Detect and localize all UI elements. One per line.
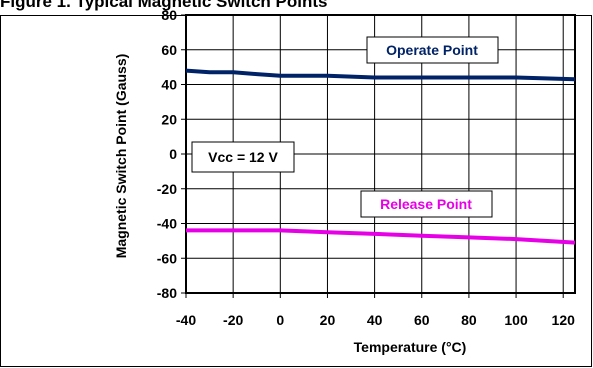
x-tick-label: 0 — [276, 312, 284, 328]
series-line-release-point — [186, 228, 576, 245]
y-tick-label: -40 — [157, 216, 177, 232]
operate-point-label-box — [366, 36, 499, 64]
x-tick-label: 100 — [504, 312, 528, 328]
x-tick-label: 120 — [552, 312, 576, 328]
x-tick-labels: -40 -20 0 20 40 60 80 100 120 — [176, 312, 575, 328]
x-tick-label: 40 — [367, 312, 383, 328]
x-tick-label: 60 — [414, 312, 430, 328]
vcc-annotation: Vcc = 12 V — [208, 149, 278, 165]
series-line-operate-point — [185, 68, 576, 82]
vcc-annotation-box — [191, 141, 295, 173]
x-tick-label: 80 — [461, 312, 477, 328]
x-axis-title: Temperature (°C) — [354, 339, 467, 355]
operate-point-label: Operate Point — [386, 42, 478, 58]
y-tick-labels: 80 60 40 20 0 -20 -40 -60 -80 — [157, 7, 177, 301]
y-axis-title: Magnetic Switch Point (Gauss) — [113, 54, 129, 259]
page-title: Figure 1. Typical Magnetic Switch Points — [0, 0, 328, 11]
release-point-label: Release Point — [380, 196, 472, 212]
x-tick-label: -20 — [223, 312, 243, 328]
y-tick-label: 60 — [161, 42, 177, 58]
y-tick-label: -20 — [157, 181, 177, 197]
x-tick-label: -40 — [176, 312, 196, 328]
y-tick-label: 20 — [161, 111, 177, 127]
y-tick-label: 40 — [161, 77, 177, 93]
y-tick-label: 80 — [161, 7, 177, 23]
y-tick-label: -80 — [157, 285, 177, 301]
y-tick-label: -60 — [157, 250, 177, 266]
release-point-label-box — [360, 190, 493, 218]
y-tick-label: 0 — [169, 146, 177, 162]
series-lines — [185, 68, 576, 245]
x-tick-label: 20 — [320, 312, 336, 328]
